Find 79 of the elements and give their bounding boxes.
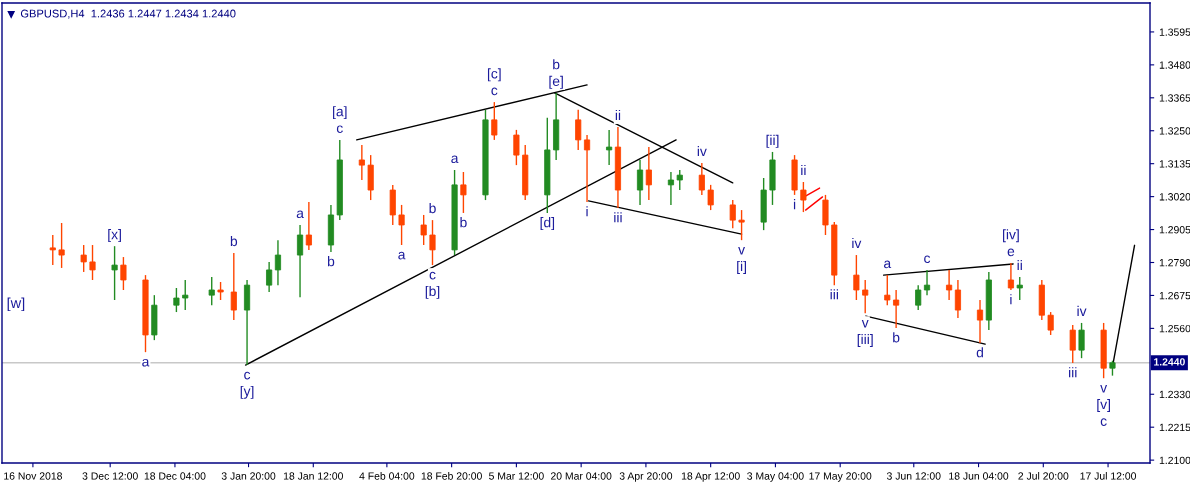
y-tick-label: 1.3020 — [1159, 193, 1190, 201]
annotation: [e] — [549, 75, 563, 89]
annotation: c — [924, 255, 931, 264]
annotation: b — [460, 217, 467, 228]
annotation: [d] — [540, 217, 555, 231]
x-tick-label: 3 Jun 12:00 — [886, 472, 941, 480]
x-tick-label: 4 Feb 04:00 — [359, 472, 415, 480]
annotation: [a] — [333, 106, 347, 120]
annotation: [iii] — [857, 334, 873, 347]
annotation: c — [1100, 418, 1107, 426]
annotation: v — [861, 320, 869, 328]
annotation: a — [884, 260, 892, 269]
annotation: [c] — [487, 68, 501, 82]
annotation: a — [398, 251, 406, 260]
x-tick-label: 16 Nov 2018 — [4, 472, 62, 480]
annotation: [b] — [425, 285, 440, 299]
annotation: ii — [801, 164, 806, 175]
annotation: a — [451, 155, 459, 164]
y-tick-label: 1.2100 — [1159, 456, 1190, 465]
annotation: [x] — [108, 229, 121, 243]
x-tick-label: 3 Dec 12:00 — [82, 472, 138, 480]
annotation: iii — [614, 212, 622, 223]
annotation: iv — [852, 237, 862, 249]
annotation: iii — [1069, 367, 1077, 378]
x-tick-label: 17 May 20:00 — [809, 472, 872, 482]
annotation: b — [893, 332, 900, 343]
y-tick-label: 1.3480 — [1159, 61, 1190, 69]
annotation: c — [244, 371, 251, 380]
x-tick-label: 18 Apr 12:00 — [681, 472, 740, 482]
annotation: a — [296, 210, 304, 219]
y-tick-label: 1.2905 — [1159, 226, 1190, 234]
annotation: [ii] — [766, 134, 779, 148]
annotation: c — [429, 271, 436, 280]
x-tick-label: 18 Dec 04:00 — [144, 472, 206, 480]
annotation: b — [327, 256, 335, 267]
x-tick-label: 18 Feb 20:00 — [421, 472, 482, 480]
y-tick-label: 1.3595 — [1159, 28, 1190, 36]
x-tick-label: 3 Apr 20:00 — [619, 472, 673, 482]
annotation: [w] — [7, 297, 25, 312]
annotation: iv — [697, 146, 707, 157]
x-tick-label: 17 Jul 12:00 — [1080, 472, 1137, 480]
annotation: d — [976, 347, 983, 358]
y-tick-label: 1.3365 — [1159, 94, 1190, 102]
x-tick-label: 20 Mar 04:00 — [550, 472, 612, 480]
annotation: c — [491, 87, 498, 96]
annotation: [y] — [240, 385, 254, 399]
x-tick-label: 3 Jan 20:00 — [221, 472, 276, 480]
x-tick-label: 18 Jan 12:00 — [283, 472, 343, 480]
annotation: [i] — [737, 260, 746, 274]
ref-line-label: 1.2440 — [1154, 358, 1185, 366]
annotation: iii — [830, 289, 838, 300]
x-tick-label: 18 Jun 04:00 — [949, 472, 1009, 480]
x-tick-label: 5 Mar 12:00 — [489, 472, 544, 480]
y-tick-label: 1.2330 — [1159, 390, 1190, 399]
annotation: iv — [1077, 305, 1087, 316]
annotation: [iv] — [1003, 229, 1019, 243]
y-tick-label: 1.3250 — [1159, 127, 1190, 135]
annotation: b — [429, 203, 436, 214]
y-tick-label: 1.2215 — [1159, 423, 1190, 432]
annotation: i — [793, 199, 796, 210]
annotation: e — [1007, 248, 1015, 257]
annotation: v — [1100, 385, 1108, 393]
annotation: ii — [1017, 260, 1022, 271]
x-tick-label: 2 Jul 20:00 — [1018, 472, 1069, 480]
annotation: a — [142, 358, 150, 367]
y-tick-label: 1.2560 — [1159, 324, 1190, 333]
annotation: i — [1010, 294, 1012, 305]
y-tick-label: 1.2675 — [1159, 291, 1190, 300]
annotation: v — [738, 247, 745, 255]
y-tick-label: 1.2790 — [1159, 259, 1190, 267]
annotation: b — [230, 235, 238, 247]
annotation: c — [336, 125, 343, 133]
y-tick-label: 1.3135 — [1159, 160, 1190, 168]
annotation: b — [553, 59, 560, 70]
text: GBPUSD,H4 1.2436 1.2447 1.2434 1.2440 — [20, 9, 236, 19]
annotation: [v] — [1097, 399, 1110, 412]
annotation: i — [586, 206, 588, 217]
x-tick-label: 3 May 04:00 — [747, 472, 804, 482]
annotation: ii — [615, 109, 621, 120]
